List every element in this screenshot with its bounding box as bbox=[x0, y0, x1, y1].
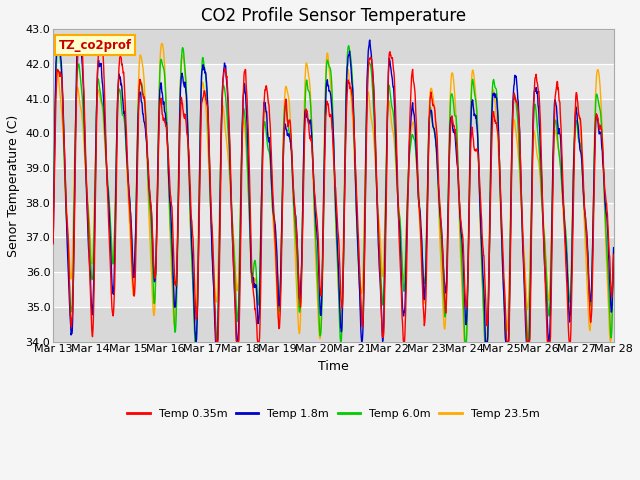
Title: CO2 Profile Sensor Temperature: CO2 Profile Sensor Temperature bbox=[201, 7, 466, 25]
Bar bbox=[53, 238, 614, 272]
Bar bbox=[53, 29, 614, 64]
X-axis label: Time: Time bbox=[318, 360, 349, 373]
Bar bbox=[53, 99, 614, 133]
Bar bbox=[53, 307, 614, 342]
Y-axis label: Senor Temperature (C): Senor Temperature (C) bbox=[7, 114, 20, 256]
Bar bbox=[53, 272, 614, 307]
Text: TZ_co2prof: TZ_co2prof bbox=[59, 39, 132, 52]
Bar bbox=[53, 203, 614, 238]
Legend: Temp 0.35m, Temp 1.8m, Temp 6.0m, Temp 23.5m: Temp 0.35m, Temp 1.8m, Temp 6.0m, Temp 2… bbox=[123, 405, 544, 423]
Bar bbox=[53, 64, 614, 99]
Bar bbox=[53, 168, 614, 203]
Bar bbox=[53, 133, 614, 168]
